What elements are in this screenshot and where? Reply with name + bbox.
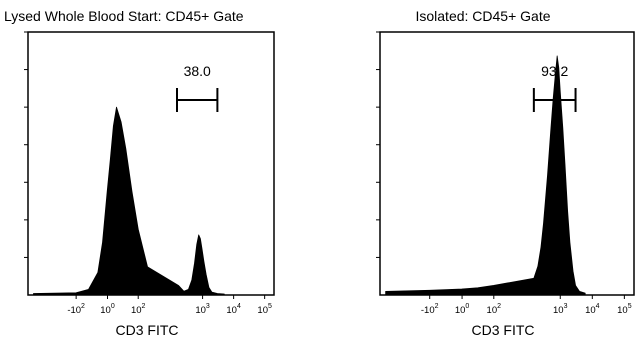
x-tick-label: -102 xyxy=(421,303,439,316)
histogram-series xyxy=(385,55,586,296)
x-tick-label: 105 xyxy=(257,303,272,316)
x-axis-title: CD3 FITC xyxy=(472,322,535,338)
x-tick-label: 102 xyxy=(487,303,502,316)
x-tick-label: 103 xyxy=(195,303,210,316)
x-tick-label: -102 xyxy=(67,303,85,316)
plot-frame xyxy=(379,31,635,296)
chart-title-left: Lysed Whole Blood Start: CD45+ Gate xyxy=(4,8,244,24)
gate-percentage-label: 93.2 xyxy=(541,63,568,79)
chart-title-right: Isolated: CD45+ Gate xyxy=(415,8,551,24)
x-tick-label: 103 xyxy=(553,303,568,316)
chart-panel-2: -102 100 102 103 104 105 CD3 FITC 93.2 xyxy=(376,31,635,338)
histogram-series xyxy=(33,106,225,296)
gate-percentage-label: 38.0 xyxy=(184,63,211,79)
x-tick-label: 104 xyxy=(585,303,600,316)
x-axis-title: CD3 FITC xyxy=(116,322,179,338)
x-tick-label: 102 xyxy=(131,303,146,316)
x-tick-label: 100 xyxy=(455,303,470,316)
plot-frame xyxy=(27,31,275,296)
chart-panel-1: -102 100 102 103 104 105 CD3 FITC 38.0 xyxy=(24,31,275,338)
x-tick-label: 105 xyxy=(617,303,632,316)
x-tick-label: 104 xyxy=(226,303,241,316)
x-tick-label: 100 xyxy=(100,303,115,316)
